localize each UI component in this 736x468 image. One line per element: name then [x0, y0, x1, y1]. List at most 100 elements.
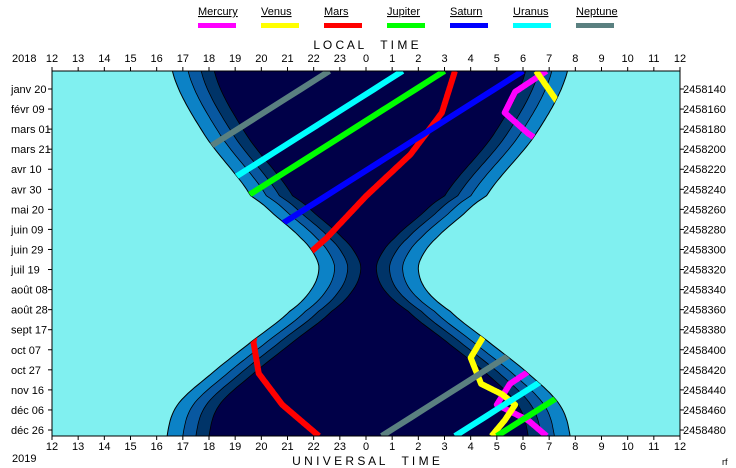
jd-tick-label: 2458180: [683, 124, 726, 136]
legend-swatch-uranus: [513, 23, 551, 28]
date-tick-label: nov 16: [11, 385, 44, 397]
legend-swatch-saturn: [450, 23, 488, 28]
bottom-hour-label: 3: [441, 441, 447, 453]
bottom-hour-label: 7: [546, 441, 552, 453]
jd-tick-label: 2458140: [683, 84, 726, 96]
bottom-hour-label: 22: [308, 441, 320, 453]
series-saturn-line: [167, 71, 525, 366]
date-tick-label: déc 26: [11, 425, 44, 437]
top-hour-label: 15: [124, 53, 136, 65]
bottom-hour-label: 6: [520, 441, 526, 453]
jd-tick-label: 2458280: [683, 224, 726, 236]
top-hour-label: 22: [308, 53, 320, 65]
bottom-hour-label: 11: [648, 441, 659, 453]
top-hour-label: 19: [229, 53, 241, 65]
legend-swatch-jupiter: [387, 23, 425, 28]
bottom-hour-label: 1: [389, 441, 395, 453]
universal-time-axis-title: U N I V E R S A L T I M E: [292, 454, 440, 468]
top-hour-label: 14: [98, 53, 110, 65]
bottom-hour-label: 21: [281, 441, 293, 453]
date-tick-label: oct 07: [11, 345, 41, 357]
legend-swatch-mars: [324, 23, 362, 28]
legend-label-jupiter: Jupiter: [387, 6, 420, 18]
jd-tick-label: 2458420: [683, 365, 726, 377]
bottom-hour-label: 12: [674, 441, 686, 453]
top-hour-label: 12: [46, 53, 58, 65]
year-bottom-label: 2019: [12, 453, 36, 465]
bottom-hour-label: 19: [229, 441, 241, 453]
date-tick-label: août 28: [11, 305, 48, 317]
date-tick-label: août 08: [11, 285, 48, 297]
bottom-hour-label: 17: [177, 441, 189, 453]
bottom-hour-label: 14: [98, 441, 110, 453]
date-tick-label: sept 17: [11, 325, 47, 337]
legend-label-mars: Mars: [324, 6, 349, 18]
date-tick-label: mars 21: [11, 144, 51, 156]
jd-tick-label: 2458160: [683, 104, 726, 116]
top-hour-label: 20: [255, 53, 267, 65]
bottom-hour-ticks: 12 13 14 15 16 17 18 19 20 21 22 23 0 1 2 3 4 5 6 7 8 9 10 11 12: [46, 436, 686, 453]
bottom-hour-label: 20: [255, 441, 267, 453]
bottom-hour-label: 16: [151, 441, 163, 453]
jd-tick-label: 2458200: [683, 144, 726, 156]
top-hour-label: 23: [334, 53, 346, 65]
date-tick-label: mars 01: [11, 124, 51, 136]
bottom-hour-label: 23: [334, 441, 346, 453]
twilight-bands: [166, 71, 571, 436]
date-tick-label: juin 09: [10, 224, 43, 236]
top-hour-label: 3: [441, 53, 447, 65]
bottom-hour-label: 5: [494, 441, 500, 453]
top-hour-label: 7: [546, 53, 552, 65]
top-hour-label: 6: [520, 53, 526, 65]
legend-label-saturn: Saturn: [450, 6, 482, 18]
legend-label-venus: Venus: [261, 6, 292, 18]
jd-tick-label: 2458480: [683, 425, 726, 437]
jd-tick-label: 2458260: [683, 204, 726, 216]
top-hour-label: 2: [415, 53, 421, 65]
local-time-axis-title: L O C A L T I M E: [313, 38, 418, 52]
bottom-hour-label: 12: [46, 441, 58, 453]
top-hour-label: 5: [494, 53, 500, 65]
night-region: [208, 71, 529, 436]
top-hour-label: 8: [572, 53, 578, 65]
jd-tick-label: 2458360: [683, 305, 726, 317]
jd-tick-label: 2458220: [683, 164, 726, 176]
julian-day-ticks: 2458140 2458160 2458180 2458200 2458220 24582…: [680, 84, 726, 437]
year-top-label: 2018: [12, 53, 36, 65]
legend-label-mercury: Mercury: [198, 6, 238, 18]
date-ticks: janv 20 févr 09 mars 01 mars 21 avr 10 avr 30…: [10, 84, 52, 437]
date-tick-label: févr 09: [11, 104, 45, 116]
top-hour-ticks: 12 13 14 15 16 17 18 19 20 21 22 23 0 1 2 3 4 5 6 7 8 9 10 11 12: [46, 53, 686, 71]
legend-swatch-neptune: [576, 23, 614, 28]
jd-tick-label: 2458240: [683, 184, 726, 196]
top-hour-label: 11: [648, 53, 659, 65]
date-tick-label: oct 27: [11, 365, 41, 377]
date-tick-label: avr 30: [11, 184, 42, 196]
top-hour-label: 10: [622, 53, 634, 65]
date-tick-label: avr 10: [11, 164, 42, 176]
corner-mark: rf: [722, 457, 728, 467]
legend-label-neptune: Neptune: [576, 6, 618, 18]
top-hour-label: 21: [281, 53, 293, 65]
bottom-hour-label: 9: [598, 441, 604, 453]
bottom-hour-label: 15: [124, 441, 136, 453]
top-hour-label: 17: [177, 53, 189, 65]
top-hour-label: 4: [468, 53, 474, 65]
date-tick-label: mai 20: [11, 204, 44, 216]
date-tick-label: janv 20: [10, 84, 46, 96]
jd-tick-label: 2458320: [683, 265, 726, 277]
bottom-hour-label: 0: [363, 441, 369, 453]
bottom-hour-label: 18: [203, 441, 215, 453]
top-hour-label: 1: [389, 53, 395, 65]
jd-tick-label: 2458380: [683, 325, 726, 337]
date-tick-label: juil 19: [10, 265, 40, 277]
bottom-hour-label: 13: [72, 441, 84, 453]
legend-swatch-mercury: [198, 23, 236, 28]
top-hour-label: 9: [598, 53, 604, 65]
jd-tick-label: 2458440: [683, 385, 726, 397]
bottom-hour-label: 8: [572, 441, 578, 453]
top-hour-label: 18: [203, 53, 215, 65]
date-tick-label: juin 29: [10, 244, 43, 256]
jd-tick-label: 2458400: [683, 345, 726, 357]
bottom-hour-label: 4: [468, 441, 474, 453]
